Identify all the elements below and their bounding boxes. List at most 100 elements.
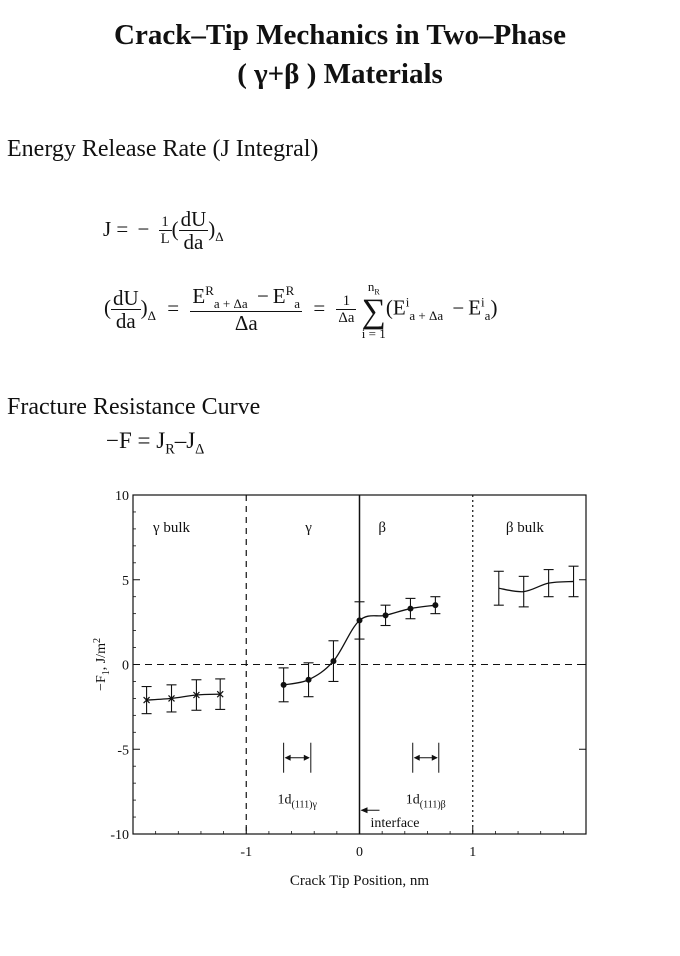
- spacing-arrowhead: [303, 754, 310, 761]
- fr-eq-lhs: −F = J: [106, 428, 166, 453]
- y-axis-label-part: , J/m: [94, 643, 109, 670]
- eq2-sum-n: n: [367, 279, 375, 294]
- data-point: [356, 617, 363, 624]
- eq2-close: ): [140, 295, 148, 320]
- y-tick-label: 10: [115, 489, 129, 504]
- spacing-label-main: 1d: [278, 793, 292, 808]
- eq2-minus: −: [256, 284, 269, 309]
- series-line: [146, 693, 221, 701]
- spacing-label-sub: (111)γ: [292, 800, 318, 811]
- y-tick-label: 0: [122, 659, 129, 674]
- data-point: [143, 696, 151, 704]
- region-label: γ: [304, 520, 312, 536]
- title-line-1: Crack–Tip Mechanics in Two–Phase: [114, 19, 566, 51]
- eq1-da: da: [183, 230, 204, 255]
- eq2-one: 1: [336, 293, 357, 310]
- y-tick-label: -10: [110, 828, 129, 843]
- spacing-arrowhead: [413, 754, 420, 761]
- eq2-summation: nR ∑ i = 1: [362, 280, 386, 340]
- eq2-r2: R: [285, 283, 295, 299]
- spacing-arrowhead: [284, 754, 291, 761]
- eq2-den2: Δa: [338, 309, 355, 326]
- eq1-frac-den: L: [160, 231, 170, 248]
- spacing-label-sub: (111)β: [420, 800, 446, 811]
- eq2-i2: i: [481, 294, 485, 310]
- equation-fracture-resistance: −F = JR–JΔ: [106, 428, 204, 459]
- y-tick-label: 5: [122, 574, 129, 589]
- title-line-2: ( γ+β ) Materials: [237, 58, 443, 90]
- eq2-term-sub-a-da: a + Δa: [409, 307, 444, 323]
- eq2-energy-frac: ERa + Δa − ERa Δa: [190, 283, 303, 336]
- y-axis-label-part: 1: [101, 670, 112, 675]
- eq2-da: da: [115, 308, 136, 333]
- eq2-term-open: (E: [385, 295, 406, 320]
- eq2-sigma: ∑: [361, 292, 386, 330]
- eq2-r1: R: [205, 283, 214, 299]
- eq1-minus: −: [137, 216, 150, 241]
- eq1-frac-1-over-l: 1 L: [158, 214, 172, 248]
- x-axis-label: Crack Tip Position, nm: [290, 873, 430, 889]
- y-axis-label: −F1, J/m2: [92, 638, 112, 691]
- eq1-frac-num: 1: [158, 214, 172, 232]
- equation-du-da-delta: ( dU da )Δ = ERa + Δa − ERa Δa = 1 Δa nR …: [104, 280, 497, 340]
- x-tick-label: -1: [240, 845, 252, 860]
- eq2-e1: E: [192, 284, 206, 309]
- eq2-du: dU: [111, 285, 141, 310]
- data-point: [216, 690, 224, 698]
- eq1-frac-du-da: dU da: [178, 207, 209, 255]
- eq2-term-close: ): [490, 295, 498, 320]
- eq2-energy-den: Δa: [234, 311, 258, 336]
- eq2-sub-a: a: [294, 296, 301, 312]
- region-label: β: [378, 520, 386, 536]
- interface-arrowhead: [360, 807, 368, 814]
- y-axis-label-part: −F: [94, 675, 109, 691]
- eq2-open: (: [104, 295, 111, 320]
- eq2-sum-bottom: i = 1: [361, 325, 386, 341]
- spacing-label: 1d(111)β: [406, 793, 446, 811]
- series-line: [498, 580, 574, 593]
- eq1-paren-close: ): [208, 216, 216, 241]
- eq2-sum-top: nR: [362, 280, 386, 297]
- fr-eq-sub-r: R: [165, 441, 175, 458]
- region-label: β bulk: [506, 520, 545, 536]
- eq2-term-minus: −: [452, 295, 465, 320]
- eq2-e2: E: [272, 284, 286, 309]
- eq2-i1: i: [405, 294, 410, 310]
- eq2-delta: Δ: [147, 307, 157, 323]
- eq1-lhs: J =: [103, 216, 129, 241]
- fr-eq-sub-delta: Δ: [195, 441, 205, 458]
- equation-j-integral: J = − 1 L ( dU da )Δ: [103, 208, 224, 254]
- eq2-energy-num: ERa + Δa − ERa: [190, 283, 303, 313]
- fr-eq-mid: –J: [174, 428, 196, 453]
- y-tick-label: -5: [117, 743, 129, 758]
- spacing-arrowhead: [431, 754, 438, 761]
- interface-label: interface: [371, 816, 420, 831]
- y-axis-label-part: 2: [92, 638, 103, 643]
- data-point: [330, 658, 337, 665]
- data-point: [382, 612, 389, 619]
- section-heading-fracture-resistance: Fracture Resistance Curve: [7, 394, 261, 420]
- eq1-paren-open: (: [171, 216, 179, 241]
- section-heading-energy-release: Energy Release Rate (J Integral): [7, 136, 319, 162]
- x-tick-label: 1: [469, 845, 476, 860]
- data-point: [192, 691, 200, 699]
- data-point: [432, 602, 439, 609]
- region-label: γ bulk: [152, 520, 191, 536]
- eq2-lhs-frac: dU da: [111, 287, 141, 333]
- eq2-term-e: E: [468, 295, 482, 320]
- eq2-sub-a-da: a + Δa: [213, 296, 248, 312]
- eq1-delta: Δ: [215, 229, 224, 245]
- data-point: [280, 681, 287, 688]
- data-point: [168, 694, 175, 702]
- eq2-equals-2: =: [313, 295, 326, 320]
- eq1-du: dU: [178, 207, 209, 232]
- x-tick-label: 0: [356, 845, 363, 860]
- eq2-one-over-da: 1 Δa: [336, 293, 357, 327]
- spacing-label-main: 1d: [406, 793, 420, 808]
- data-point: [407, 605, 414, 612]
- eq2-term-sub-a: a: [484, 307, 491, 323]
- eq2-sum-r: R: [374, 287, 380, 297]
- eq2-equals: =: [167, 295, 180, 320]
- spacing-label: 1d(111)γ: [278, 793, 318, 811]
